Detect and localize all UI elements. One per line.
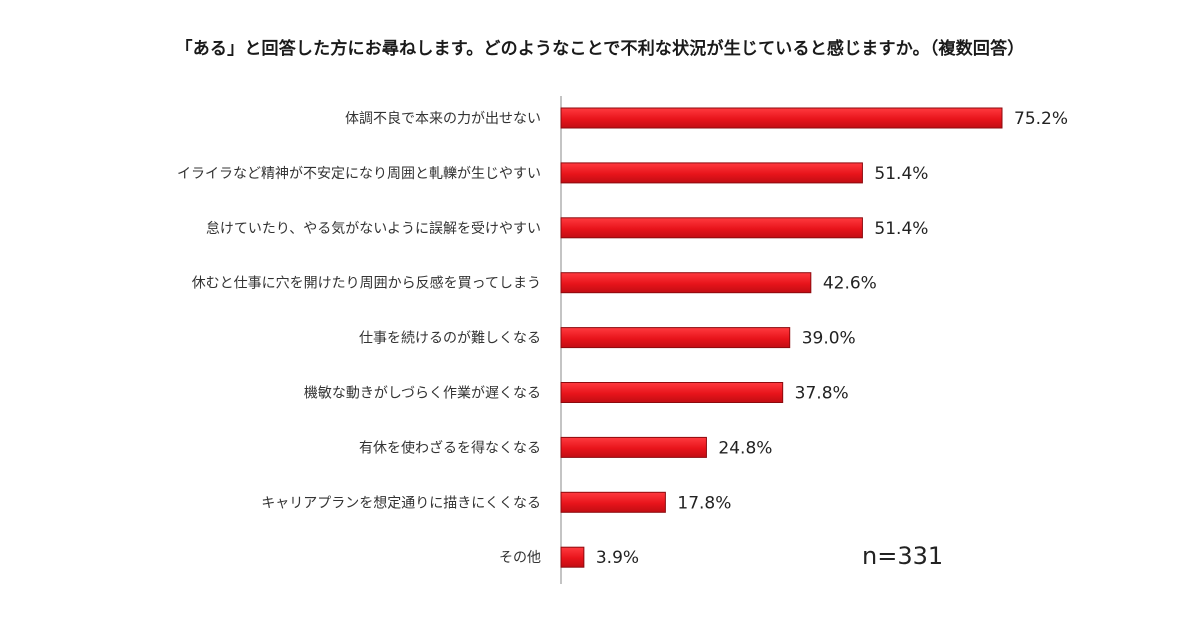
value-label: 24.8% [718,438,772,458]
value-label: 37.8% [795,384,849,404]
category-label: 休むと仕事に穴を開けたり周囲から反感を買ってしまう [192,275,541,292]
bar [560,382,784,403]
category-label: イライラなど精神が不安定になり周囲と軋轢が生じやすい [177,166,541,182]
value-label: 75.2% [1014,109,1068,129]
bar [560,546,585,568]
bar [560,162,863,184]
category-label: その他 [499,550,541,566]
category-label: 有休を使わざるを得なくなる [359,439,541,456]
chart-title: 「ある」と回答した方にお尋ねします。どのようなことで不利な状況が生じていると感じ… [175,39,1025,59]
value-label: 3.9% [596,548,639,568]
value-label: 42.6% [823,274,877,294]
bar [560,107,1003,129]
value-label: 17.8% [677,493,731,513]
bar [560,327,791,349]
value-label: 51.4% [874,164,928,184]
category-label: 機敏な動きがしづらく作業が遅くなる [304,386,541,402]
value-label: 39.0% [802,329,856,349]
value-label: 51.4% [874,219,928,239]
bar [560,436,707,458]
bar [560,491,666,513]
category-label: キャリアプランを想定通りに描きにくくなる [261,495,541,511]
bar [560,272,812,294]
category-label: 仕事を続けるのが難しくなる [359,330,541,347]
bar [560,217,863,239]
category-label: 体調不良で本来の力が出せない [345,111,541,127]
sample-size-label: n=331 [862,542,944,570]
category-label: 怠けていたり、やる気がないように誤解を受けやすい [206,221,541,237]
